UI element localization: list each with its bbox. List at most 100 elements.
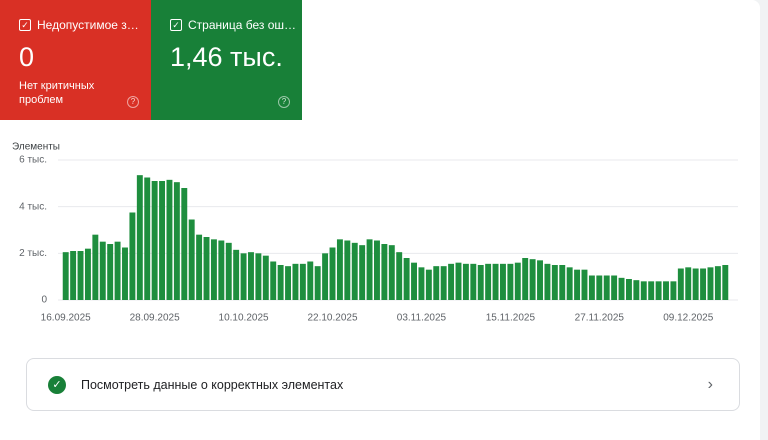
x-tick-label: 22.10.2025 — [307, 313, 357, 324]
bar — [722, 265, 729, 300]
error-card[interactable]: ✓ Недопустимое з… 0 Нет критичных проблем… — [0, 0, 151, 120]
bar — [566, 267, 573, 300]
bar — [188, 219, 195, 300]
valid-card[interactable]: ✓ Страница без ош… 1,46 тыс. ? — [151, 0, 302, 120]
bar — [151, 181, 158, 300]
bar — [692, 268, 699, 300]
card-header: ✓ Недопустимое з… — [19, 18, 151, 32]
bar — [588, 275, 595, 300]
bar — [670, 281, 677, 300]
bar — [299, 263, 306, 300]
bar — [655, 281, 662, 300]
bar — [640, 281, 647, 300]
bar — [381, 244, 388, 300]
bar — [581, 269, 588, 300]
bar — [596, 275, 603, 300]
check-icon: ✓ — [48, 375, 66, 394]
card-description: Нет критичных проблем — [19, 80, 95, 106]
bar — [433, 266, 440, 300]
bar — [685, 267, 692, 300]
checkbox[interactable]: ✓ — [19, 19, 31, 31]
link-text: Посмотреть данные о корректных элементах — [81, 377, 344, 392]
card-header: ✓ Страница без ош… — [170, 18, 302, 32]
bar — [514, 262, 521, 300]
bar — [262, 255, 269, 300]
bar — [366, 239, 373, 300]
x-tick-label: 10.10.2025 — [219, 313, 269, 324]
bar — [707, 267, 714, 300]
bar — [611, 275, 618, 300]
bar — [70, 251, 77, 300]
bar — [507, 263, 514, 300]
bar — [700, 268, 707, 300]
bar — [551, 265, 558, 300]
bar — [625, 279, 632, 300]
bar — [396, 252, 403, 300]
bar — [677, 268, 684, 300]
card-label: Недопустимое з… — [37, 18, 139, 32]
bar — [255, 253, 262, 300]
bar — [240, 253, 247, 300]
bar — [270, 261, 277, 300]
card-label: Страница без ош… — [188, 18, 297, 32]
bar — [84, 248, 91, 300]
help-icon[interactable]: ? — [278, 96, 290, 108]
y-tick-label: 2 тыс. — [19, 248, 47, 259]
bar — [359, 245, 366, 300]
bar — [92, 234, 99, 300]
y-tick-label: 6 тыс. — [19, 155, 47, 166]
bar — [122, 247, 128, 300]
bar — [203, 237, 210, 300]
card-value: 0 — [19, 42, 35, 72]
help-icon[interactable]: ? — [127, 96, 139, 108]
bar — [663, 281, 669, 300]
bar — [322, 253, 329, 300]
bar — [107, 244, 114, 300]
bar — [714, 266, 721, 300]
x-tick-label: 15.11.2025 — [486, 313, 536, 324]
bar — [559, 265, 566, 300]
bar — [196, 234, 203, 300]
bar — [233, 249, 240, 300]
bar — [633, 280, 640, 300]
bar — [248, 252, 254, 300]
bar — [455, 262, 462, 300]
bar — [648, 281, 655, 300]
y-tick-label: 4 тыс. — [19, 201, 47, 212]
x-tick-label: 16.09.2025 — [41, 313, 91, 324]
bar — [544, 263, 551, 300]
card-value: 1,46 тыс. — [170, 42, 283, 72]
bar — [77, 251, 84, 300]
bar — [285, 266, 292, 300]
bar — [336, 239, 343, 300]
bar — [314, 266, 321, 300]
bar — [344, 240, 351, 300]
bar — [225, 242, 232, 300]
chevron: › — [707, 375, 713, 393]
bar — [440, 266, 447, 300]
chart: Элементы 0 2 тыс. 4 тыс. 6 тыс. 16.09.2025 28… — [12, 142, 738, 324]
bar — [529, 259, 536, 300]
bar — [411, 262, 417, 300]
bar — [603, 275, 610, 300]
bar — [114, 241, 121, 300]
bar — [418, 267, 425, 300]
bar — [277, 265, 284, 300]
bar — [537, 260, 543, 300]
checkbox[interactable]: ✓ — [170, 19, 182, 31]
bar — [618, 277, 625, 300]
bar — [477, 265, 484, 300]
x-tick-label: 09.12.2025 — [663, 313, 713, 324]
y-tick-label: 0 — [41, 295, 47, 306]
bar — [374, 240, 380, 300]
bar — [166, 179, 173, 300]
bar — [307, 261, 314, 300]
bar — [181, 188, 188, 300]
bar — [99, 241, 106, 300]
details-link[interactable]: ✓ Посмотреть данные о корректных элемент… — [26, 358, 740, 411]
bar — [485, 263, 492, 300]
bar — [173, 182, 180, 300]
bar — [329, 247, 336, 300]
